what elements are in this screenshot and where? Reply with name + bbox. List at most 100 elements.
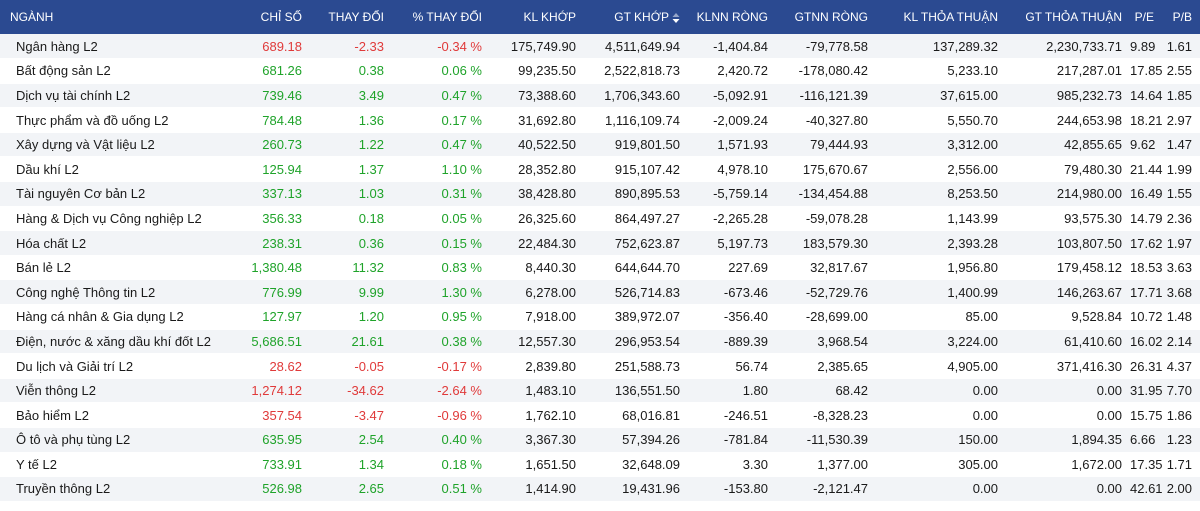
cell-foreign-net-volume: -889.39 bbox=[688, 329, 776, 355]
cell-pe: 18.21 bbox=[1130, 107, 1163, 133]
table-row[interactable]: Bất động sản L2 681.26 0.38 0.06 % 99,235.50… bbox=[0, 58, 1200, 84]
table-row[interactable]: Hàng cá nhân & Gia dụng L2 127.97 1.20 0.95… bbox=[0, 304, 1200, 330]
cell-sector-name: Ô tô và phụ tùng L2 bbox=[0, 427, 238, 453]
cell-matched-volume: 8,440.30 bbox=[490, 255, 584, 281]
cell-pct-change: 0.17 % bbox=[392, 107, 490, 133]
cell-foreign-net-volume: -781.84 bbox=[688, 427, 776, 453]
cell-matched-value: 389,972.07 bbox=[584, 304, 688, 330]
cell-negotiated-volume: 137,289.32 bbox=[876, 34, 1006, 60]
cell-pe: 14.64 bbox=[1130, 83, 1163, 109]
cell-index: 260.73 bbox=[238, 132, 310, 158]
cell-negotiated-volume: 150.00 bbox=[876, 427, 1006, 453]
cell-sector-name: Tài nguyên Cơ bản L2 bbox=[0, 181, 238, 207]
cell-matched-volume: 1,414.90 bbox=[490, 476, 584, 502]
cell-negotiated-volume: 2,556.00 bbox=[876, 156, 1006, 183]
header-negotiated-volume[interactable]: KL THỎA THUẬN bbox=[903, 10, 998, 24]
cell-foreign-net-value: 3,968.54 bbox=[776, 329, 876, 355]
cell-negotiated-value: 103,807.50 bbox=[1006, 230, 1130, 256]
cell-negotiated-value: 93,575.30 bbox=[1006, 206, 1130, 232]
cell-negotiated-volume: 8,253.50 bbox=[876, 181, 1006, 207]
table-row[interactable]: Du lịch và Giải trí L2 28.62 -0.05 -0.17 % 2… bbox=[0, 353, 1200, 379]
cell-foreign-net-volume: 3.30 bbox=[688, 452, 776, 478]
header-negotiated-value[interactable]: GT THỎA THUẬN bbox=[1025, 10, 1122, 24]
cell-sector-name: Truyền thông L2 bbox=[0, 476, 238, 502]
cell-pe: 17.62 bbox=[1130, 230, 1163, 256]
table-row[interactable]: Thực phẩm và đồ uống L2 784.48 1.36 0.17 % 3… bbox=[0, 107, 1200, 133]
cell-index: 1,380.48 bbox=[238, 255, 310, 281]
header-pb[interactable]: P/B bbox=[1172, 10, 1192, 24]
table-row[interactable]: Hóa chất L2 238.31 0.36 0.15 % 22,484.30 752,… bbox=[0, 230, 1200, 256]
cell-pb: 2.97 bbox=[1162, 107, 1200, 133]
table-body: Ngân hàng L2 689.18 -2.33 -0.34 % 175,749.90… bbox=[0, 34, 1200, 502]
cell-pb: 2.14 bbox=[1162, 329, 1200, 355]
sort-desc-icon[interactable] bbox=[672, 12, 680, 24]
cell-foreign-net-volume: -2,265.28 bbox=[688, 206, 776, 232]
cell-matched-volume: 12,557.30 bbox=[490, 329, 584, 355]
cell-pe: 14.79 bbox=[1130, 206, 1163, 232]
table-row[interactable]: Tài nguyên Cơ bản L2 337.13 1.03 0.31 % 38,4… bbox=[0, 181, 1200, 207]
header-change[interactable]: THAY ĐỔI bbox=[328, 10, 384, 24]
table-row[interactable]: Ô tô và phụ tùng L2 635.95 2.54 0.40 % 3,367… bbox=[0, 427, 1200, 453]
cell-pct-change: 0.83 % bbox=[392, 255, 490, 281]
cell-change: -34.62 bbox=[310, 378, 392, 404]
cell-change: 1.36 bbox=[310, 107, 392, 133]
header-foreign-net-value[interactable]: GTNN RÒNG bbox=[794, 10, 868, 24]
header-sector[interactable]: NGÀNH bbox=[10, 10, 54, 24]
cell-foreign-net-volume: 56.74 bbox=[688, 353, 776, 379]
cell-foreign-net-value: -11,530.39 bbox=[776, 427, 876, 453]
cell-negotiated-volume: 85.00 bbox=[876, 304, 1006, 330]
cell-pe: 17.35 bbox=[1130, 452, 1163, 478]
cell-negotiated-volume: 1,956.80 bbox=[876, 255, 1006, 281]
cell-pe: 18.53 bbox=[1130, 255, 1163, 281]
cell-pe: 15.75 bbox=[1130, 402, 1163, 428]
cell-negotiated-value: 0.00 bbox=[1006, 402, 1130, 428]
header-pct-change[interactable]: % THAY ĐỔI bbox=[412, 10, 482, 24]
table-row[interactable]: Dầu khí L2 125.94 1.37 1.10 % 28,352.80 915,1… bbox=[0, 156, 1200, 183]
cell-matched-value: 890,895.53 bbox=[584, 181, 688, 207]
cell-negotiated-value: 214,980.00 bbox=[1006, 181, 1130, 207]
cell-foreign-net-value: -40,327.80 bbox=[776, 107, 876, 133]
table-row[interactable]: Điện, nước & xăng dầu khí đốt L2 5,686.51… bbox=[0, 329, 1200, 355]
table-row[interactable]: Công nghệ Thông tin L2 776.99 9.99 1.30 % 6,… bbox=[0, 279, 1200, 306]
table-row[interactable]: Dịch vụ tài chính L2 739.46 3.49 0.47 % 73,3… bbox=[0, 83, 1200, 109]
cell-sector-name: Y tế L2 bbox=[0, 452, 238, 478]
cell-sector-name: Hàng & Dịch vụ Công nghiệp L2 bbox=[0, 206, 238, 232]
table-row[interactable]: Y tế L2 733.91 1.34 0.18 % 1,651.50 32,648.09… bbox=[0, 452, 1200, 478]
cell-pe: 9.62 bbox=[1130, 132, 1162, 158]
cell-matched-volume: 40,522.50 bbox=[490, 132, 584, 158]
cell-pe: 17.85 bbox=[1130, 58, 1163, 84]
cell-pb: 1.99 bbox=[1162, 156, 1200, 183]
cell-pct-change: 0.06 % bbox=[392, 58, 490, 84]
table-row[interactable]: Hàng & Dịch vụ Công nghiệp L2 356.33 0.18 0… bbox=[0, 206, 1200, 232]
header-foreign-net-volume[interactable]: KLNN RÒNG bbox=[696, 10, 768, 24]
table-row[interactable]: Bán lẻ L2 1,380.48 11.32 0.83 % 8,440.30 644,… bbox=[0, 255, 1200, 281]
cell-matched-value: 136,551.50 bbox=[584, 378, 688, 404]
cell-matched-volume: 22,484.30 bbox=[490, 230, 584, 256]
cell-matched-value: 32,648.09 bbox=[584, 452, 688, 478]
table-row[interactable]: Viễn thông L2 1,274.12 -34.62 -2.64 % 1,483.… bbox=[0, 378, 1200, 404]
cell-pct-change: 0.47 % bbox=[392, 132, 490, 158]
table-header-row: NGÀNH CHỈ SỐ THAY ĐỔI % THAY ĐỔI KL KHỚP… bbox=[0, 0, 1200, 34]
cell-pb: 1.47 bbox=[1162, 132, 1200, 158]
cell-foreign-net-volume: -153.80 bbox=[688, 476, 776, 502]
cell-foreign-net-volume: 1.80 bbox=[688, 378, 776, 404]
header-matched-volume[interactable]: KL KHỚP bbox=[523, 10, 576, 24]
header-pe[interactable]: P/E bbox=[1134, 10, 1154, 24]
cell-matched-value: 752,623.87 bbox=[584, 230, 688, 256]
cell-negotiated-volume: 3,224.00 bbox=[876, 329, 1006, 355]
table-row[interactable]: Bảo hiểm L2 357.54 -3.47 -0.96 % 1,762.10 68,… bbox=[0, 402, 1200, 428]
cell-index: 127.97 bbox=[238, 304, 310, 330]
cell-change: 1.03 bbox=[310, 181, 392, 207]
header-matched-value[interactable]: GT KHỚP bbox=[584, 0, 688, 34]
table-row[interactable]: Xây dựng và Vật liệu L2 260.73 1.22 0.47 % 4… bbox=[0, 132, 1200, 158]
cell-index: 776.99 bbox=[238, 279, 310, 306]
cell-matched-value: 864,497.27 bbox=[584, 206, 688, 232]
table-row[interactable]: Ngân hàng L2 689.18 -2.33 -0.34 % 175,749.90… bbox=[0, 34, 1200, 60]
cell-pb: 2.36 bbox=[1162, 206, 1200, 232]
table-row[interactable]: Truyền thông L2 526.98 2.65 0.51 % 1,414.90 1… bbox=[0, 476, 1200, 502]
cell-sector-name: Xây dựng và Vật liệu L2 bbox=[0, 132, 238, 158]
cell-pb: 1.85 bbox=[1162, 83, 1200, 109]
cell-negotiated-value: 1,894.35 bbox=[1006, 427, 1130, 453]
header-index[interactable]: CHỈ SỐ bbox=[260, 10, 302, 24]
cell-foreign-net-value: 175,670.67 bbox=[776, 156, 876, 183]
